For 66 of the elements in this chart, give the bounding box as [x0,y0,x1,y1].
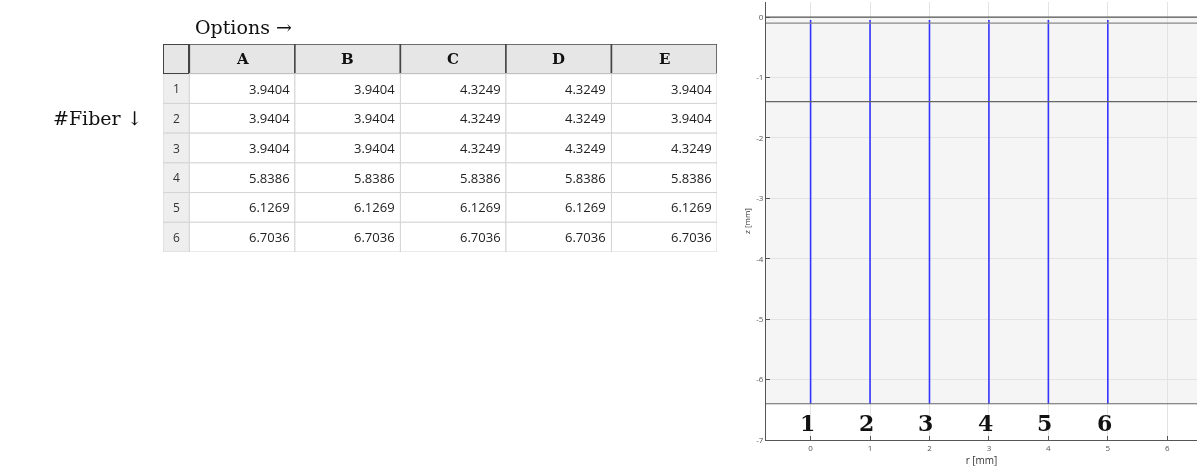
y-tick-label: 3 [173,140,180,157]
y-tick-label: -3 [756,192,764,204]
y-tick-label: 2 [173,110,180,127]
x-tick-label: D [552,50,566,68]
data-label: 5.8386 [354,169,395,187]
data-label: 5.8386 [460,169,501,187]
data-label: 5.8386 [249,169,290,187]
data-label: 4.3249 [460,139,501,157]
data-label: 6.1269 [671,198,712,216]
data-label: 6.7036 [249,228,290,246]
x-axis-title: r [mm] [965,452,998,467]
x-tick-label: 1 [867,441,873,453]
x-tick-label: 6 [1164,441,1170,453]
data-label: 6.7036 [671,228,712,246]
data-label: 6.7036 [565,228,606,246]
x-tick-label: C [447,50,459,68]
data-label: 4.3249 [565,109,606,127]
x-tick-label: 5 [1105,441,1111,453]
data-label: 6.1269 [249,198,290,216]
data-label: 3.9404 [249,80,291,98]
data-label: 3.9404 [354,80,396,98]
y-tick-label: 0 [758,10,764,22]
data-label: 3.9404 [354,139,396,157]
y-axis-title: #Fiber ↓ [53,107,143,129]
y-tick-label: -2 [756,131,764,143]
y-tick-label: -5 [756,312,764,324]
x-tick-label: A [236,50,249,68]
y-tick-label: 1 [173,80,180,97]
data-label: 4.3249 [460,109,501,127]
series-label: 2 [859,410,875,436]
series-label: 4 [978,410,994,436]
y-tick-label: 4 [173,169,180,186]
data-label: 4.3249 [565,80,606,98]
data-label: 6.1269 [565,198,606,216]
y-tick-label: 5 [173,199,180,216]
data-label: 6.7036 [354,228,395,246]
data-label: 3.9404 [249,109,291,127]
x-tick-label: E [659,50,671,68]
data-label: 4.3249 [671,139,712,157]
x-tick-label: 0 [808,441,814,453]
x-tick-label: 4 [1046,441,1052,453]
y-tick-label: -4 [756,252,764,264]
series-label: 6 [1097,410,1113,436]
y-axis-title: z [mm] [740,208,752,234]
data-label: 3.9404 [354,109,396,127]
y-tick-label: -7 [756,433,764,445]
data-label: 3.9404 [249,139,291,157]
data-label: 3.9404 [671,109,713,127]
series-label: 3 [918,410,934,436]
data-label: 6.7036 [460,228,501,246]
data-label: 4.3249 [460,80,501,98]
data-label: 5.8386 [671,169,712,187]
data-label: 3.9404 [671,80,713,98]
series-label: 5 [1037,410,1053,436]
y-tick-label: 6 [173,229,180,246]
x-tick-label: 3 [986,441,992,453]
x-tick-label: 2 [927,441,933,453]
x-tick-label: B [341,50,354,68]
data-label: 5.8386 [565,169,606,187]
data-label: 6.1269 [354,198,395,216]
y-tick-label: -6 [756,373,764,385]
y-tick-label: -1 [756,71,764,83]
data-label: 4.3249 [565,139,606,157]
x-axis-title: Options → [195,16,292,38]
series-label: 1 [800,410,816,436]
data-label: 6.1269 [460,198,501,216]
